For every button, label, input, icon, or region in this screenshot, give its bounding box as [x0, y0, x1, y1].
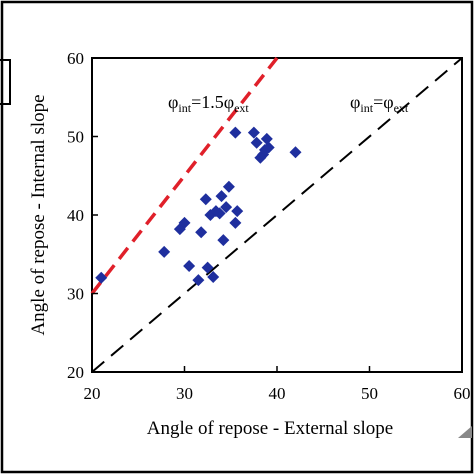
- x-tick-label: 60: [454, 384, 471, 403]
- legend-box-fragment: [0, 59, 11, 105]
- data-point: [250, 136, 263, 149]
- data-point: [215, 190, 228, 203]
- y-tick-label: 30: [67, 285, 84, 304]
- data-point: [231, 205, 244, 218]
- equality-reference-line: [91, 57, 463, 373]
- data-point: [183, 260, 196, 273]
- data-point: [199, 193, 212, 206]
- x-tick-label: 30: [176, 384, 193, 403]
- data-point: [289, 146, 302, 159]
- y-tick-label: 50: [67, 128, 84, 147]
- y-axis-title: Angle of repose - Internal slope: [28, 94, 49, 335]
- data-point: [229, 126, 242, 139]
- data-point: [222, 180, 235, 193]
- data-point: [247, 126, 260, 139]
- x-tick-label: 50: [361, 384, 378, 403]
- ratio-reference-line: [90, 56, 279, 295]
- data-point: [178, 216, 191, 229]
- data-point: [195, 226, 208, 239]
- data-point: [260, 132, 273, 145]
- reference-line-label-equal: φint=φext: [350, 92, 409, 115]
- data-point: [207, 271, 220, 284]
- x-axis-title: Angle of repose - External slope: [147, 418, 393, 439]
- data-point: [158, 245, 171, 258]
- reference-lines: [90, 56, 463, 373]
- y-axis-ticks: 20 30 40 50 60: [67, 49, 98, 382]
- data-point: [229, 216, 242, 229]
- corner-mark: [458, 426, 472, 438]
- data-point: [192, 274, 205, 287]
- data-point: [213, 207, 226, 220]
- data-points: [95, 126, 302, 287]
- y-tick-label: 60: [67, 49, 84, 68]
- x-tick-label: 40: [269, 384, 286, 403]
- y-tick-label: 40: [67, 206, 84, 225]
- data-point: [201, 261, 214, 274]
- x-axis-ticks: 20 30 40 50 60: [84, 366, 471, 403]
- reference-line-label-ratio: φint=1.5φext: [168, 92, 249, 115]
- data-point: [262, 141, 275, 154]
- y-tick-label: 20: [67, 363, 84, 382]
- data-point: [217, 234, 230, 247]
- data-point: [220, 201, 233, 214]
- data-point: [95, 271, 108, 284]
- x-tick-label: 20: [84, 384, 101, 403]
